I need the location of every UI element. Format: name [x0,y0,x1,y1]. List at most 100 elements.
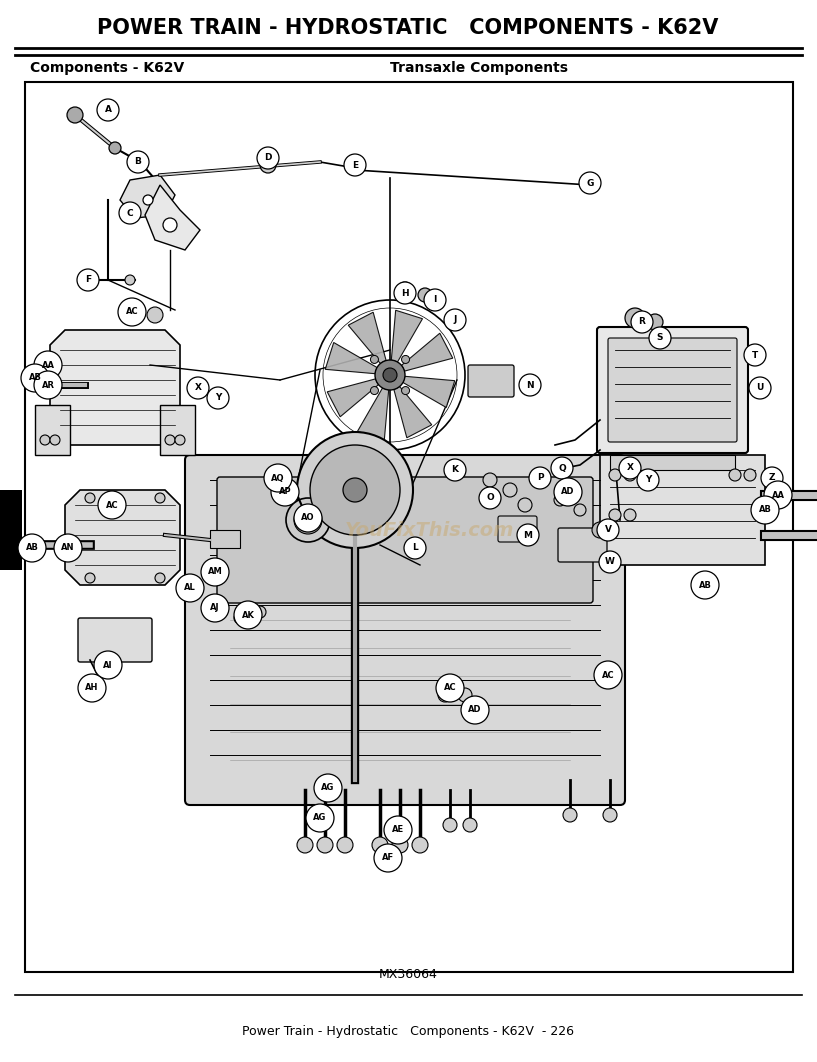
Circle shape [257,147,279,169]
Text: F: F [85,275,91,285]
FancyBboxPatch shape [498,516,537,542]
Text: AA: AA [42,360,55,370]
Bar [25,82,793,972]
Polygon shape [403,376,455,408]
Bar [160,405,195,455]
Circle shape [563,808,577,822]
Circle shape [744,344,766,366]
Polygon shape [401,333,453,371]
Circle shape [751,496,779,524]
Circle shape [212,604,224,616]
Text: AC: AC [105,500,118,510]
Circle shape [310,445,400,535]
Circle shape [306,804,334,832]
Circle shape [458,688,472,702]
Text: AB: AB [29,374,42,382]
Text: AO: AO [301,514,315,523]
Circle shape [554,478,582,506]
Circle shape [609,509,621,521]
Circle shape [518,498,532,512]
Circle shape [18,534,46,562]
Circle shape [412,837,428,853]
Circle shape [649,327,671,349]
Circle shape [294,504,322,532]
Text: C: C [127,208,133,218]
Circle shape [461,696,489,724]
Circle shape [21,364,49,392]
Bar [0,490,22,570]
FancyBboxPatch shape [217,477,593,603]
Circle shape [234,612,246,624]
Polygon shape [325,343,377,374]
Circle shape [463,818,477,832]
Circle shape [87,680,97,690]
Circle shape [603,808,617,822]
Text: AC: AC [444,684,457,692]
Text: X: X [194,383,202,393]
Circle shape [163,218,177,232]
Text: K: K [452,465,458,475]
Text: AJ: AJ [210,603,220,613]
Circle shape [503,483,517,497]
Text: AA: AA [771,491,784,499]
Circle shape [383,369,397,382]
Text: AK: AK [242,611,254,619]
Circle shape [85,573,95,583]
Text: AG: AG [313,813,327,822]
Circle shape [78,674,106,702]
Text: MX36064: MX36064 [378,969,437,981]
Circle shape [201,594,229,622]
FancyBboxPatch shape [558,528,607,562]
Text: AH: AH [85,684,99,692]
Text: AC: AC [126,308,138,316]
Circle shape [529,467,551,489]
FancyBboxPatch shape [78,618,152,662]
Circle shape [519,374,541,396]
Text: AE: AE [392,825,404,835]
Circle shape [271,478,299,506]
Text: AB: AB [699,581,712,589]
Circle shape [404,537,426,559]
Circle shape [175,435,185,445]
Circle shape [424,289,446,311]
Text: AP: AP [279,487,292,497]
Circle shape [574,504,586,516]
Text: POWER TRAIN - HYDROSTATIC   COMPONENTS - K62V: POWER TRAIN - HYDROSTATIC COMPONENTS - K… [97,18,719,38]
Circle shape [34,371,62,399]
Circle shape [624,469,636,481]
Circle shape [517,524,539,546]
Text: T: T [752,350,758,360]
Circle shape [691,571,719,599]
Circle shape [67,107,83,123]
Circle shape [77,269,99,291]
Circle shape [34,352,62,379]
Circle shape [284,482,296,494]
Circle shape [119,202,141,224]
Circle shape [344,154,366,176]
Text: V: V [605,526,611,534]
Circle shape [744,469,756,481]
Circle shape [402,356,409,363]
Circle shape [372,837,388,853]
Circle shape [155,493,165,503]
Circle shape [187,377,209,399]
Circle shape [397,282,413,298]
Circle shape [85,275,95,285]
Circle shape [384,816,412,844]
Circle shape [234,601,262,629]
Circle shape [54,534,82,562]
Text: AR: AR [42,380,55,390]
Circle shape [625,308,645,328]
Polygon shape [348,312,386,363]
Text: AN: AN [61,544,74,552]
Text: AF: AF [382,854,394,862]
Circle shape [201,558,229,586]
Circle shape [97,99,119,121]
FancyBboxPatch shape [608,338,737,442]
Bar [210,530,240,548]
Circle shape [155,573,165,583]
Text: E: E [352,160,358,170]
Text: Transaxle Components: Transaxle Components [390,61,568,75]
Circle shape [40,435,50,445]
Circle shape [98,491,126,519]
